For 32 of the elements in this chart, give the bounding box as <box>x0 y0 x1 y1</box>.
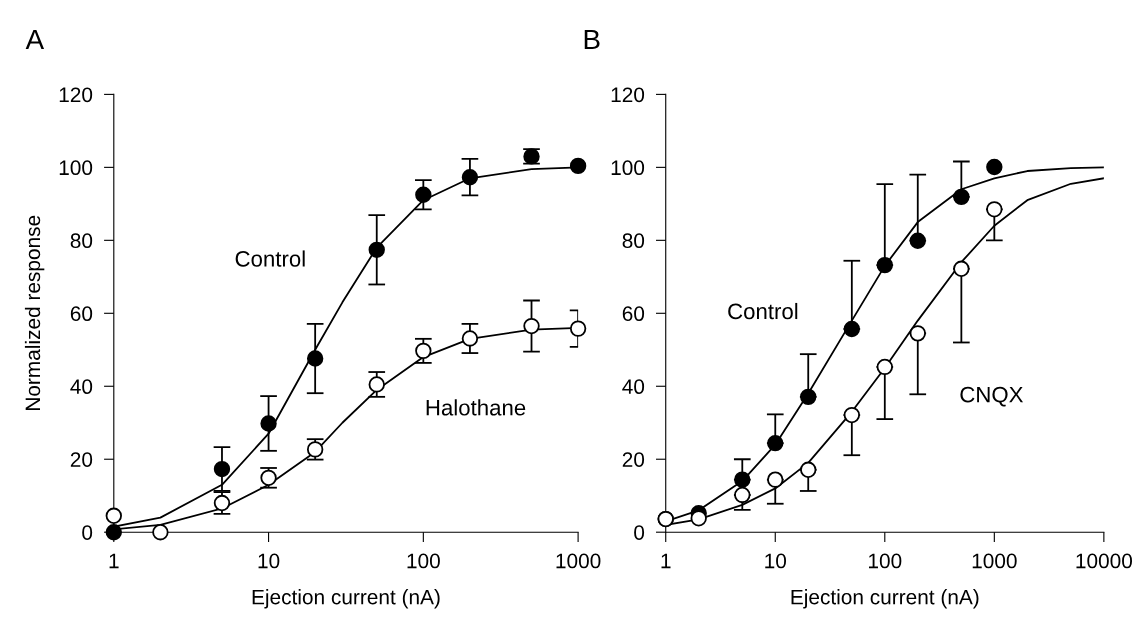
y-tick-label: 60 <box>70 306 93 322</box>
x-tick-label: 1000 <box>972 553 1017 569</box>
y-tick-label: 40 <box>70 379 93 395</box>
y-tick-label: 60 <box>622 306 645 322</box>
y-tick-label: 80 <box>622 233 645 249</box>
y-tick-label: 20 <box>622 452 645 467</box>
x-tick-label: 1 <box>109 553 119 569</box>
y-tick-label: 80 <box>70 233 93 249</box>
x-axis-title: Ejection current (nA) <box>252 589 440 609</box>
y-tick-label: 100 <box>59 160 93 176</box>
annotation: Halothane <box>426 399 526 416</box>
x-tick-label: 1000 <box>556 553 601 569</box>
y-tick-label: 0 <box>634 525 645 540</box>
y-tick-label: 100 <box>611 160 645 176</box>
x-tick-label: 100 <box>869 553 902 569</box>
y-axis-title: Normalized response <box>24 215 45 410</box>
y-tick-label: 120 <box>59 87 93 103</box>
chart-title: A <box>25 29 45 50</box>
y-tick-label: 40 <box>622 379 645 395</box>
x-tick-label: 10000 <box>1076 553 1133 569</box>
chart-title: B <box>584 29 600 50</box>
x-axis-title: Ejection current (nA) <box>791 589 979 609</box>
y-tick-label: 120 <box>611 87 645 103</box>
y-tick-label: 20 <box>70 452 93 467</box>
annotation: Control <box>728 302 798 320</box>
annotation: Control <box>235 250 305 267</box>
annotation: CNQX <box>960 386 1024 407</box>
y-tick-label: 0 <box>82 525 93 540</box>
x-tick-label: 100 <box>407 553 440 569</box>
x-tick-label: 1 <box>661 553 671 569</box>
x-tick-label: 10 <box>258 553 280 569</box>
x-tick-label: 10 <box>765 553 787 569</box>
